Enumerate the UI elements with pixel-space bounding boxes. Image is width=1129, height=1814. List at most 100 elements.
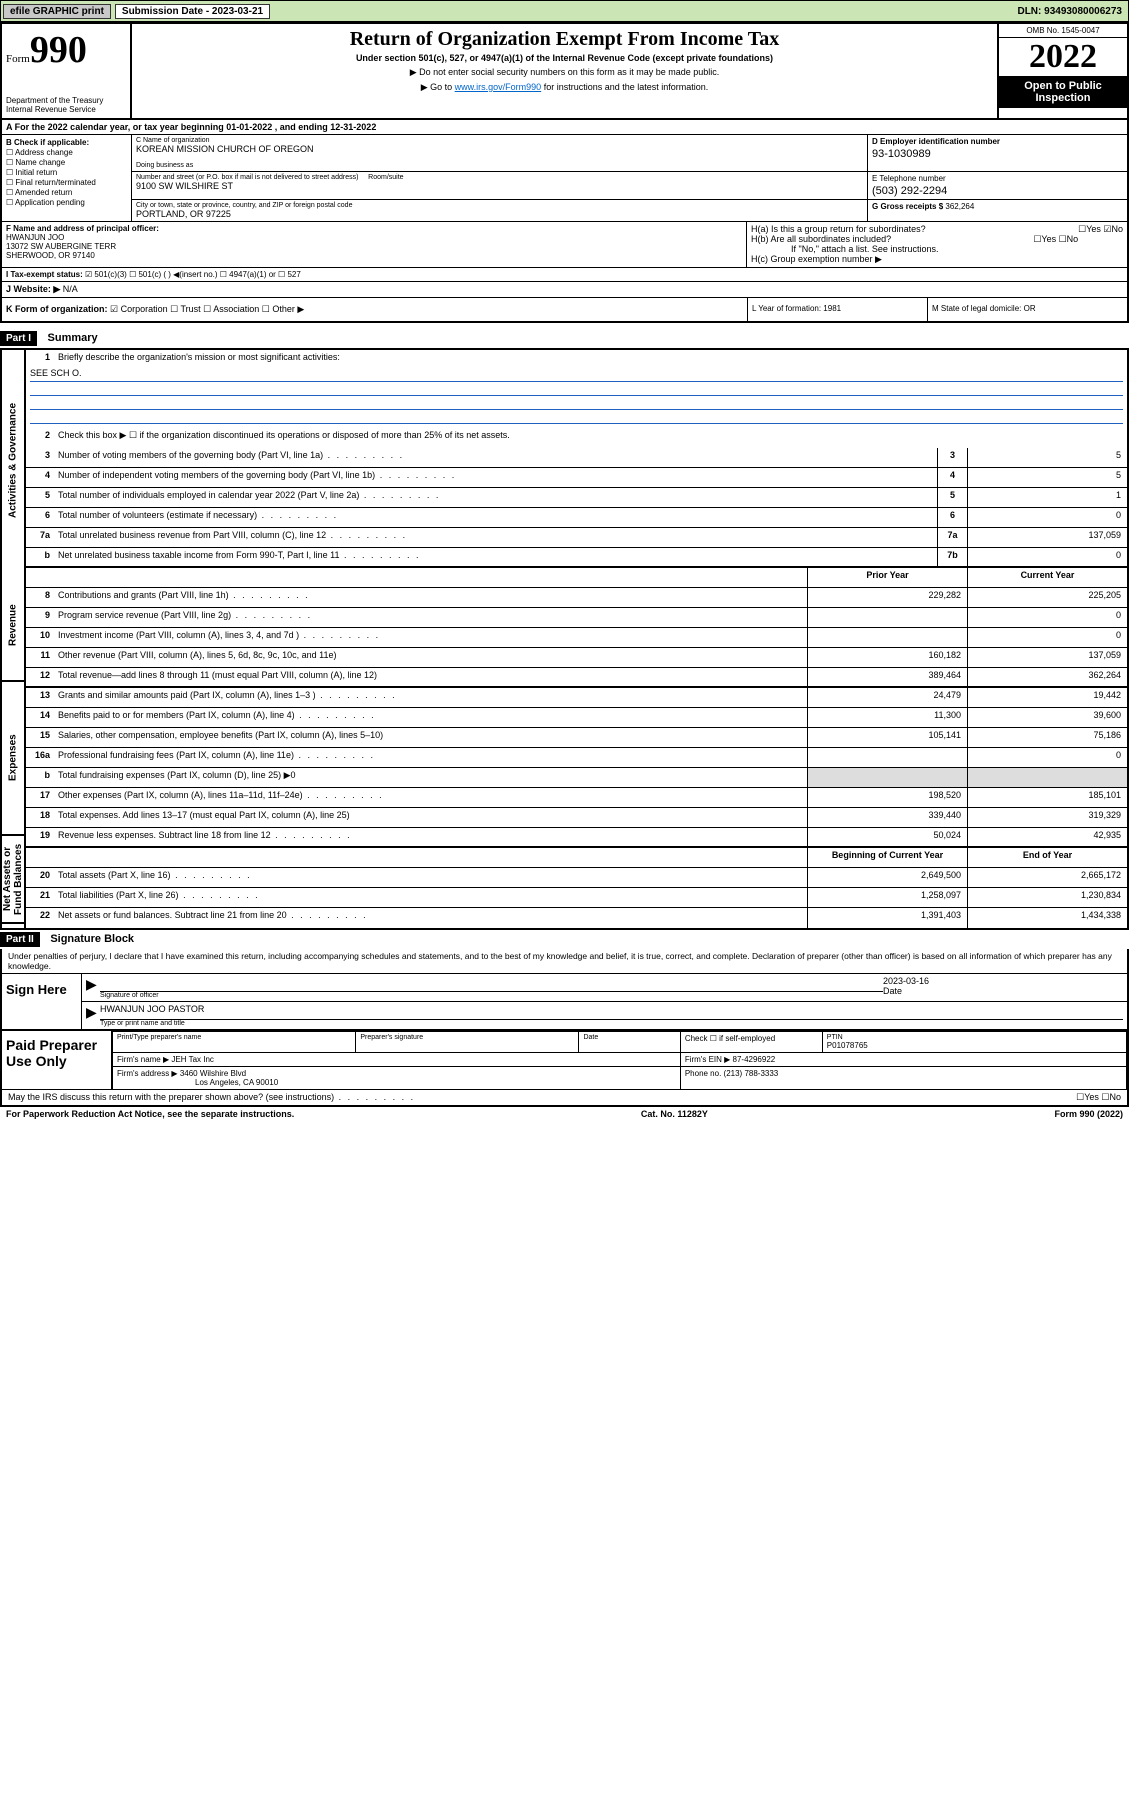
chk-address[interactable]: ☐ Address change [6, 148, 127, 157]
ln3-text: Number of voting members of the governin… [54, 448, 937, 467]
ln6-num: 6 [26, 508, 54, 527]
ln7a-num: 7a [26, 528, 54, 547]
f-addr2: SHERWOOD, OR 97140 [6, 251, 742, 260]
i-opts[interactable]: ☑ 501(c)(3) ☐ 501(c) ( ) ◀(insert no.) ☐… [85, 270, 301, 279]
hb-yn[interactable]: ☐Yes ☐No [1033, 234, 1078, 245]
side-revenue: Revenue [2, 570, 24, 682]
ln16b-text: Total fundraising expenses (Part IX, col… [54, 768, 807, 787]
part2-hdr: Part II [0, 932, 40, 947]
chk-amended[interactable]: ☐ Amended return [6, 188, 127, 197]
ln2-num: 2 [26, 428, 54, 448]
header-right: OMB No. 1545-0047 2022 Open to Public In… [997, 24, 1127, 118]
chk-initial[interactable]: ☐ Initial return [6, 168, 127, 177]
faddr-lbl: Firm's address ▶ [117, 1069, 178, 1078]
ein-val: 87-4296922 [733, 1055, 776, 1064]
ln12-text: Total revenue—add lines 8 through 11 (mu… [54, 668, 807, 686]
row-klm: K Form of organization: ☑ Corporation ☐ … [0, 298, 1129, 323]
line-1: 1 Briefly describe the organization's mi… [26, 350, 1127, 364]
header-left: Form990 Department of the Treasury Inter… [2, 24, 132, 118]
line-16a: 16a Professional fundraising fees (Part … [26, 748, 1127, 768]
may-discuss: May the IRS discuss this return with the… [2, 1089, 1127, 1105]
may-text: May the IRS discuss this return with the… [8, 1092, 415, 1103]
k-opts[interactable]: ☑ Corporation ☐ Trust ☐ Association ☐ Ot… [110, 304, 304, 314]
ln16b-p [807, 768, 967, 787]
ln4-box: 4 [937, 468, 967, 487]
line-12: 12 Total revenue—add lines 8 through 11 … [26, 668, 1127, 688]
hdr-text [54, 568, 807, 587]
f-addr1: 13072 SW AUBERGINE TERR [6, 242, 742, 251]
ln19-p: 50,024 [807, 828, 967, 846]
line-17: 17 Other expenses (Part IX, column (A), … [26, 788, 1127, 808]
chk-pending[interactable]: ☐ Application pending [6, 198, 127, 207]
col-b-check: B Check if applicable: ☐ Address change … [2, 135, 132, 221]
sign-here-lbl: Sign Here [2, 974, 82, 1029]
l-year: L Year of formation: 1981 [747, 298, 927, 321]
ln16b-num: b [26, 768, 54, 787]
hc-text: H(c) Group exemption number ▶ [751, 254, 1123, 265]
paid-preparer-row: Paid Preparer Use Only Print/Type prepar… [2, 1029, 1127, 1089]
phone-val: (213) 788-3333 [724, 1069, 779, 1078]
ln18-p: 339,440 [807, 808, 967, 827]
sig-name-line: ▶ HWANJUN JOO PASTOR Type or print name … [82, 1002, 1127, 1029]
ln21-p: 1,258,097 [807, 888, 967, 907]
ln7a-text: Total unrelated business revenue from Pa… [54, 528, 937, 547]
hdr-boy: Beginning of Current Year [807, 848, 967, 867]
ln8-c: 225,205 [967, 588, 1127, 607]
d-lbl: D Employer identification number [872, 137, 1123, 146]
hdr-prior: Prior Year [807, 568, 967, 587]
faddr2: Los Angeles, CA 90010 [195, 1078, 278, 1087]
sig-officer[interactable] [100, 976, 883, 992]
ln13-p: 24,479 [807, 688, 967, 707]
hdr2-text [54, 848, 807, 867]
line-13: 13 Grants and similar amounts paid (Part… [26, 688, 1127, 708]
line-19: 19 Revenue less expenses. Subtract line … [26, 828, 1127, 848]
ln11-text: Other revenue (Part VIII, column (A), li… [54, 648, 807, 667]
top-bar: efile GRAPHIC print Submission Date - 20… [0, 0, 1129, 22]
block-bcde: B Check if applicable: ☐ Address change … [0, 135, 1129, 222]
tax-year: 2022 [999, 38, 1127, 76]
paid-body: Print/Type preparer's name Preparer's si… [112, 1031, 1127, 1089]
ln20-c: 2,665,172 [967, 868, 1127, 887]
ha-yn[interactable]: ☐Yes ☑No [1078, 224, 1123, 235]
sig-arrow-2: ▶ [86, 1004, 100, 1027]
form-number: Form990 [6, 28, 126, 72]
row-a-period: A For the 2022 calendar year, or tax yea… [0, 120, 1129, 135]
paid-c2: Preparer's signature [360, 1034, 574, 1041]
efile-print-button[interactable]: efile GRAPHIC print [3, 4, 111, 19]
ln1-text: Briefly describe the organization's miss… [54, 350, 1127, 364]
ln10-p [807, 628, 967, 647]
ln17-c: 185,101 [967, 788, 1127, 807]
d-ein: D Employer identification number 93-1030… [867, 135, 1127, 171]
ln8-text: Contributions and grants (Part VIII, lin… [54, 588, 807, 607]
ln8-p: 229,282 [807, 588, 967, 607]
ln11-c: 137,059 [967, 648, 1127, 667]
c-addr: Number and street (or P.O. box if mail i… [132, 172, 867, 199]
paid-c4[interactable]: Check ☐ if self-employed [680, 1032, 822, 1053]
ln10-text: Investment income (Part VIII, column (A)… [54, 628, 807, 647]
paid-c5v: P01078765 [827, 1041, 1122, 1050]
ln16b-c [967, 768, 1127, 787]
chk-name[interactable]: ☐ Name change [6, 158, 127, 167]
ln16a-text: Professional fundraising fees (Part IX, … [54, 748, 807, 767]
ln20-text: Total assets (Part X, line 16) [54, 868, 807, 887]
hb-note: If "No," attach a list. See instructions… [751, 244, 1123, 254]
form-header: Form990 Department of the Treasury Inter… [0, 22, 1129, 120]
ln11-num: 11 [26, 648, 54, 667]
ln19-c: 42,935 [967, 828, 1127, 846]
ln18-c: 319,329 [967, 808, 1127, 827]
ln17-num: 17 [26, 788, 54, 807]
may-yn[interactable]: ☐Yes ☐No [1076, 1092, 1121, 1103]
form-title: Return of Organization Exempt From Incom… [140, 28, 989, 51]
ln15-c: 75,186 [967, 728, 1127, 747]
c-name: C Name of organization KOREAN MISSION CH… [132, 135, 867, 171]
j-val: N/A [63, 284, 78, 295]
paid-c1: Print/Type preparer's name [117, 1034, 351, 1041]
phone-lbl: Phone no. [685, 1069, 721, 1078]
line-10: 10 Investment income (Part VIII, column … [26, 628, 1127, 648]
sig-arrow-1: ▶ [86, 976, 100, 999]
k-form-org: K Form of organization: ☑ Corporation ☐ … [2, 298, 747, 321]
irs-link[interactable]: www.irs.gov/Form990 [455, 82, 542, 92]
ln22-p: 1,391,403 [807, 908, 967, 928]
chk-final[interactable]: ☐ Final return/terminated [6, 178, 127, 187]
note-ssn: ▶ Do not enter social security numbers o… [140, 67, 989, 78]
